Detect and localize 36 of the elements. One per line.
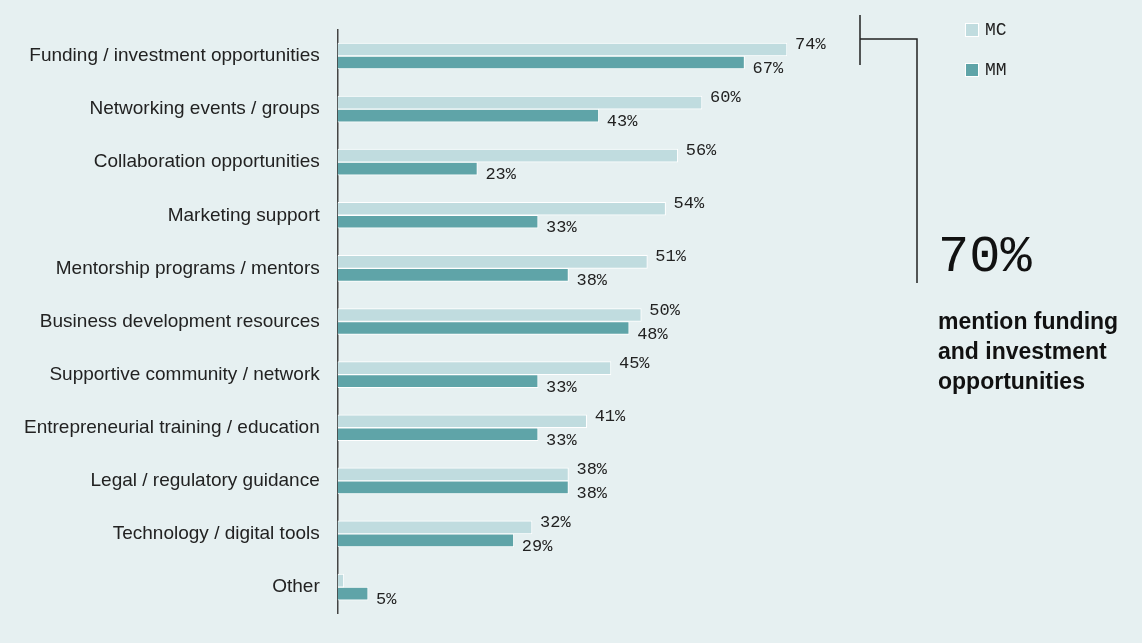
legend-label: MC bbox=[985, 20, 1007, 40]
data-label: 50% bbox=[649, 300, 681, 320]
y-tick-label: Legal / regulatory guidance bbox=[90, 469, 320, 491]
y-tick-label: Collaboration opportunities bbox=[93, 150, 320, 172]
y-tick-label: Other bbox=[272, 575, 321, 597]
data-label: 41% bbox=[594, 406, 627, 426]
data-label: 33% bbox=[546, 218, 578, 238]
y-tick-label: Entrepreneurial training / education bbox=[23, 415, 320, 437]
data-label: 43% bbox=[606, 112, 639, 132]
data-label: 54% bbox=[673, 194, 705, 214]
y-tick-label: Business development resources bbox=[39, 309, 320, 331]
data-label: 38% bbox=[576, 483, 608, 503]
data-label: 29% bbox=[521, 536, 554, 556]
text: mention funding and investment opportunities bbox=[938, 307, 1120, 396]
data-label: 33% bbox=[546, 377, 578, 397]
text: 70% bbox=[938, 228, 1032, 287]
y-tick-label: Mentorship programs / mentors bbox=[55, 256, 320, 278]
data-label: 51% bbox=[655, 247, 687, 267]
y-tick-label: Networking events / groups bbox=[89, 97, 320, 119]
legend-label: MM bbox=[985, 60, 1007, 80]
data-label: 48% bbox=[637, 324, 669, 344]
data-label: 56% bbox=[685, 141, 718, 161]
data-label: 23% bbox=[485, 165, 517, 185]
data-label: 60% bbox=[710, 88, 742, 108]
y-tick-label: Funding / investment opportunities bbox=[29, 44, 320, 66]
data-label: 38% bbox=[576, 271, 608, 291]
y-tick-label: Supportive community / network bbox=[49, 362, 321, 384]
data-label: 45% bbox=[618, 353, 651, 373]
data-label: 5% bbox=[376, 590, 398, 610]
data-label: 32% bbox=[540, 512, 572, 532]
y-tick-label: Marketing support bbox=[167, 203, 321, 225]
data-label: 74% bbox=[795, 34, 827, 54]
y-tick-label: Technology / digital tools bbox=[112, 522, 320, 544]
data-label: 67% bbox=[752, 58, 784, 78]
data-label: 38% bbox=[576, 459, 608, 479]
data-label: 33% bbox=[546, 430, 578, 450]
